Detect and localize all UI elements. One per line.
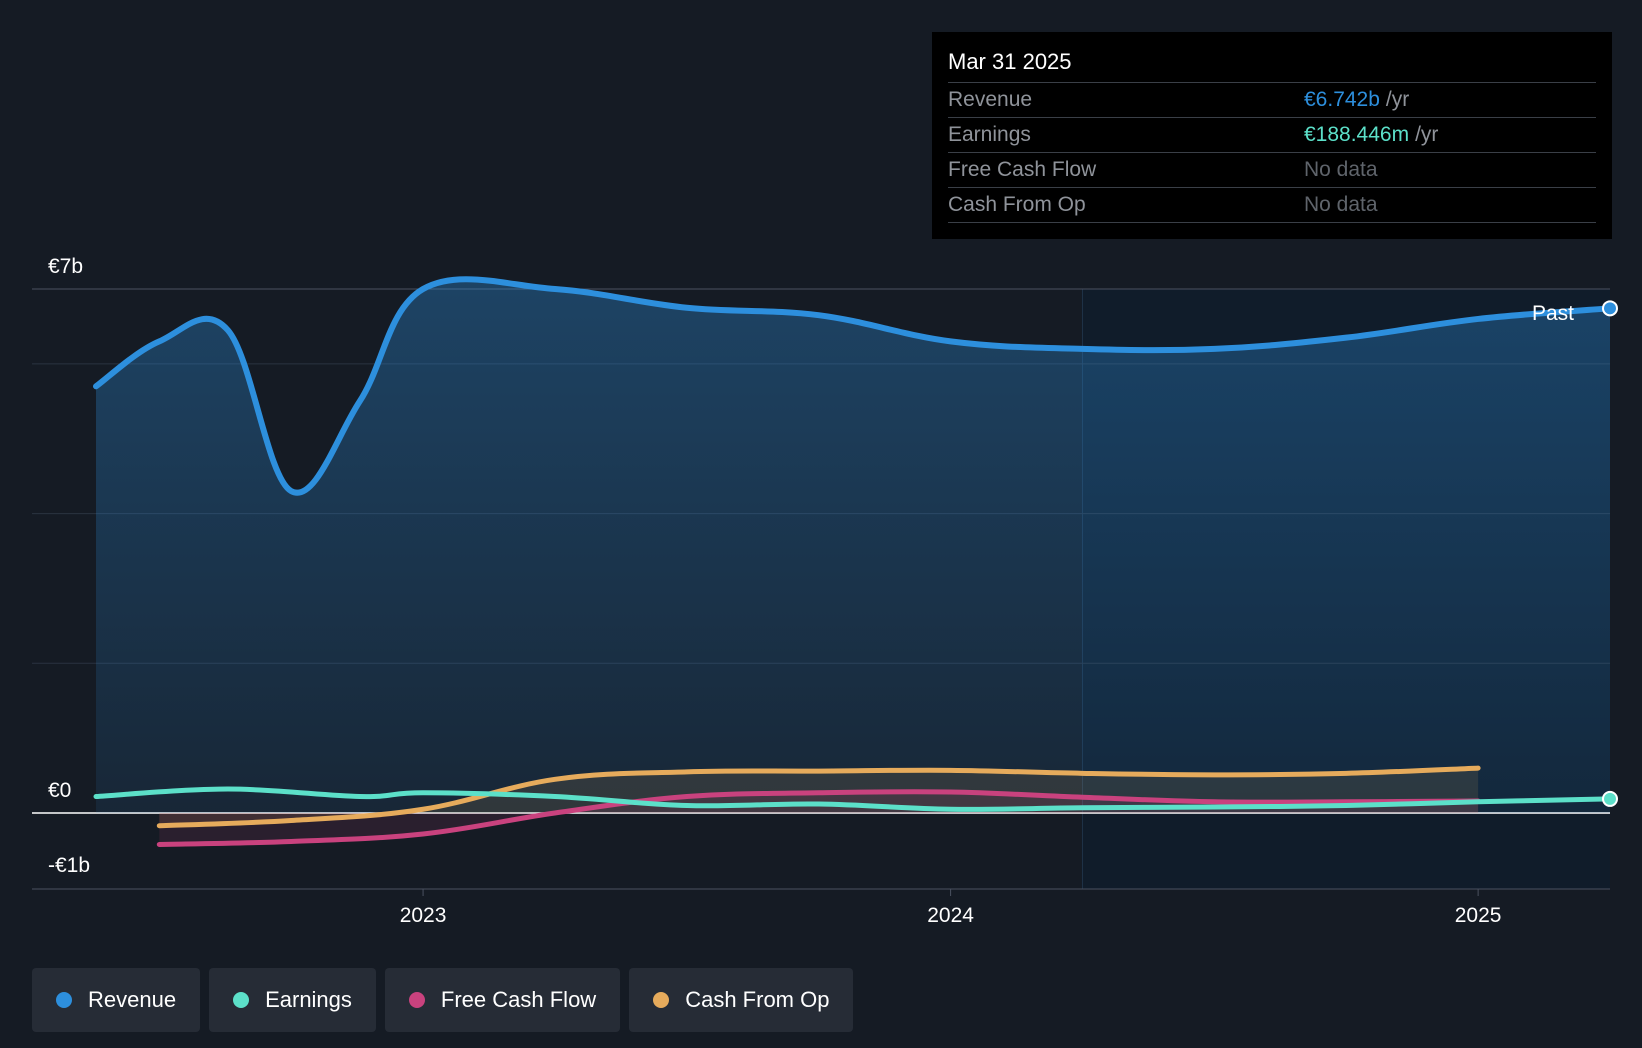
- tooltip-value: No data: [1304, 158, 1378, 181]
- cash-from-op-dot-icon: [653, 992, 670, 1008]
- legend-item-revenue[interactable]: Revenue: [32, 968, 201, 1032]
- revenue-area: [96, 279, 1610, 813]
- legend-item-cash-from-op[interactable]: Cash From Op: [629, 968, 854, 1032]
- tooltip-unit: /yr: [1415, 123, 1439, 146]
- tooltip-row-free-cash-flow: Free Cash Flow No data: [948, 152, 1596, 187]
- earnings-endpoint: [1602, 790, 1618, 807]
- revenue-dot-icon: [56, 992, 72, 1008]
- legend-label: Cash From Op: [685, 987, 830, 1012]
- past-label: Past: [1532, 302, 1574, 325]
- tooltip-value: €188.446m: [1304, 123, 1410, 146]
- chart: €7b €0 -€1b 2023 2024 2025 Past: [32, 255, 1618, 927]
- x-tick-label: 2025: [1455, 904, 1502, 927]
- legend-label: Free Cash Flow: [440, 987, 597, 1012]
- tooltip-unit: /yr: [1385, 88, 1410, 111]
- x-tick-label: 2023: [400, 904, 447, 927]
- y-tick-label: €7b: [48, 255, 83, 278]
- free-cash-flow-line: [156, 789, 1481, 847]
- tooltip: Mar 31 2025 Revenue €6.742b /yr Earnings…: [932, 32, 1612, 239]
- legend-item-free-cash-flow[interactable]: Free Cash Flow: [384, 968, 621, 1032]
- cash-from-op-area: [159, 768, 1479, 826]
- legend-label: Earnings: [265, 987, 352, 1012]
- x-tick-label: 2024: [927, 904, 974, 927]
- tooltip-label: Cash From Op: [948, 193, 1086, 216]
- legend: Revenue Earnings Free Cash Flow Cash Fro…: [32, 968, 854, 1032]
- cash-from-op-line: [156, 765, 1481, 829]
- tooltip-row-earnings: Earnings €188.446m /yr: [948, 117, 1596, 152]
- tooltip-label: Free Cash Flow: [948, 158, 1097, 181]
- tooltip-value: €6.742b: [1304, 88, 1380, 111]
- free-cash-flow-dot-icon: [408, 992, 425, 1008]
- legend-label: Revenue: [88, 987, 177, 1012]
- y-tick-label: -€1b: [48, 854, 90, 877]
- tooltip-date: Mar 31 2025: [948, 49, 1072, 74]
- y-tick-label: €0: [48, 779, 71, 802]
- earnings-line: [93, 786, 1613, 812]
- tooltip-row-cash-from-op: Cash From Op No data: [948, 187, 1596, 223]
- revenue-line: [93, 276, 1613, 496]
- tooltip-value: No data: [1304, 193, 1378, 216]
- legend-item-earnings[interactable]: Earnings: [209, 968, 376, 1032]
- tooltip-row-revenue: Revenue €6.742b /yr: [948, 82, 1596, 117]
- free-cash-flow-area: [159, 791, 1479, 845]
- tooltip-label: Revenue: [948, 88, 1033, 111]
- revenue-endpoint: [1602, 300, 1618, 317]
- tooltip-label: Earnings: [948, 123, 1031, 146]
- earnings-dot-icon: [233, 992, 250, 1008]
